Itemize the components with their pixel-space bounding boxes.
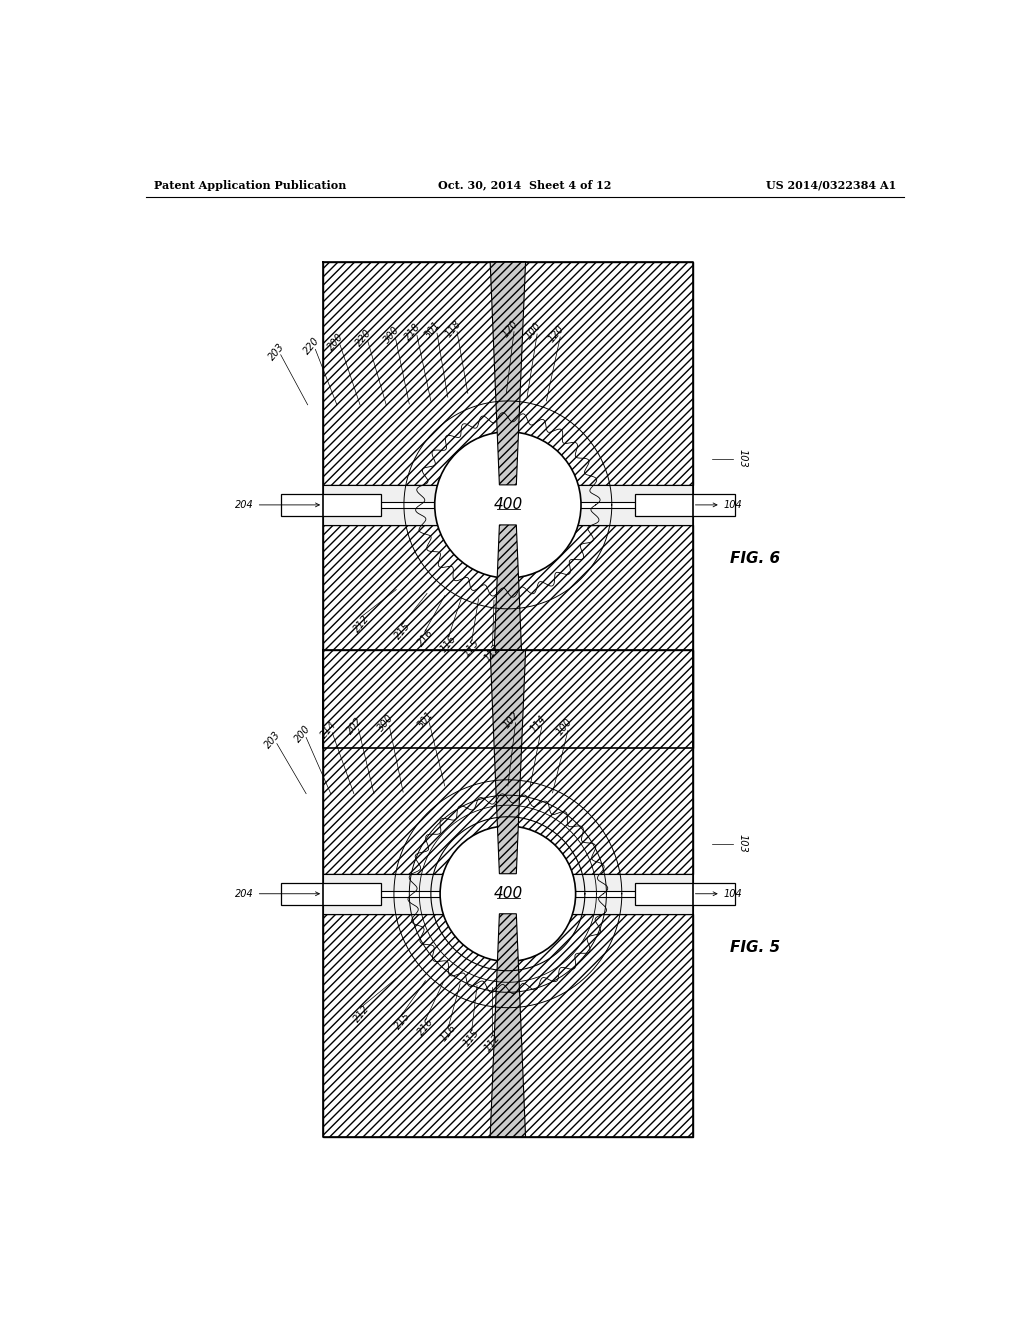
- Text: 216: 216: [416, 1016, 435, 1038]
- Bar: [323, 484, 692, 502]
- Text: 220: 220: [354, 327, 374, 348]
- Text: 120: 120: [547, 323, 566, 345]
- Text: 116: 116: [438, 634, 459, 653]
- Ellipse shape: [435, 432, 581, 578]
- Text: 400: 400: [494, 498, 522, 512]
- Text: 115: 115: [462, 1027, 481, 1048]
- Ellipse shape: [440, 826, 575, 961]
- Text: 202: 202: [345, 715, 365, 737]
- Text: 204: 204: [236, 500, 319, 510]
- Text: US 2014/0322384 A1: US 2014/0322384 A1: [766, 180, 896, 191]
- Text: 212: 212: [351, 1003, 372, 1024]
- Text: 214: 214: [318, 719, 338, 741]
- Bar: [323, 913, 692, 1137]
- Text: FIG. 6: FIG. 6: [730, 552, 779, 566]
- Polygon shape: [490, 913, 525, 1137]
- Text: 115: 115: [462, 638, 481, 659]
- Bar: [281, 883, 381, 904]
- Text: 116: 116: [438, 1023, 459, 1044]
- Text: 118: 118: [443, 318, 463, 339]
- Text: 216: 216: [416, 627, 435, 648]
- Text: 120: 120: [501, 318, 520, 339]
- Polygon shape: [490, 651, 525, 874]
- Text: 400: 400: [494, 886, 522, 902]
- Bar: [281, 494, 381, 516]
- Text: 300: 300: [382, 325, 401, 345]
- Text: 200: 200: [327, 331, 346, 352]
- Bar: [635, 883, 735, 904]
- Text: 103: 103: [737, 834, 748, 853]
- Text: Patent Application Publication: Patent Application Publication: [154, 180, 346, 191]
- Bar: [323, 525, 692, 748]
- Bar: [323, 651, 692, 874]
- Text: Oct. 30, 2014  Sheet 4 of 12: Oct. 30, 2014 Sheet 4 of 12: [438, 180, 611, 191]
- Bar: [323, 874, 692, 891]
- Text: 200: 200: [293, 723, 312, 744]
- Text: 218: 218: [403, 322, 423, 343]
- Bar: [323, 508, 692, 525]
- Text: 112: 112: [482, 643, 503, 663]
- Text: 300: 300: [376, 713, 395, 733]
- Bar: [323, 261, 692, 484]
- Text: FIG. 5: FIG. 5: [730, 940, 779, 956]
- Polygon shape: [490, 525, 525, 748]
- Text: 220: 220: [302, 335, 322, 356]
- Text: 104: 104: [695, 500, 742, 510]
- Text: 215: 215: [392, 620, 413, 642]
- Text: 215: 215: [392, 1011, 413, 1031]
- Text: 100: 100: [554, 717, 573, 738]
- Text: 204: 204: [236, 888, 319, 899]
- Text: 301: 301: [423, 319, 443, 341]
- Bar: [323, 896, 692, 913]
- Text: 103: 103: [737, 449, 748, 469]
- Text: 203: 203: [263, 730, 283, 751]
- Bar: [635, 494, 735, 516]
- Text: 212: 212: [351, 614, 372, 634]
- Text: 203: 203: [267, 341, 287, 362]
- Text: 102: 102: [502, 709, 521, 730]
- Text: 100: 100: [523, 321, 543, 341]
- Text: 112: 112: [482, 1032, 503, 1053]
- Polygon shape: [490, 261, 525, 484]
- Text: 114: 114: [528, 713, 548, 734]
- Text: 301: 301: [416, 709, 435, 730]
- Text: 104: 104: [695, 888, 742, 899]
